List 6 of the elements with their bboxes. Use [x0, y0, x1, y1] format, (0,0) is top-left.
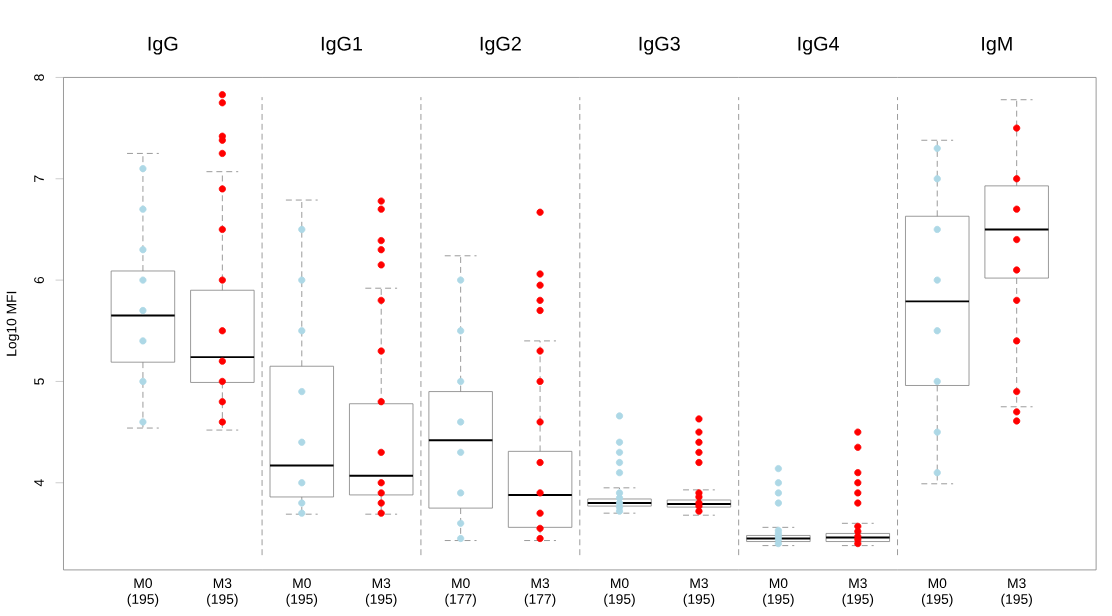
chart-title: IgG4	[798, 36, 839, 55]
chart-title: IgM	[982, 37, 1012, 55]
chart-title: IgG	[148, 36, 178, 55]
chart-title: IgG1	[321, 36, 362, 55]
chart-title: IgG2	[480, 36, 521, 55]
chart-title: IgG3	[639, 36, 680, 55]
